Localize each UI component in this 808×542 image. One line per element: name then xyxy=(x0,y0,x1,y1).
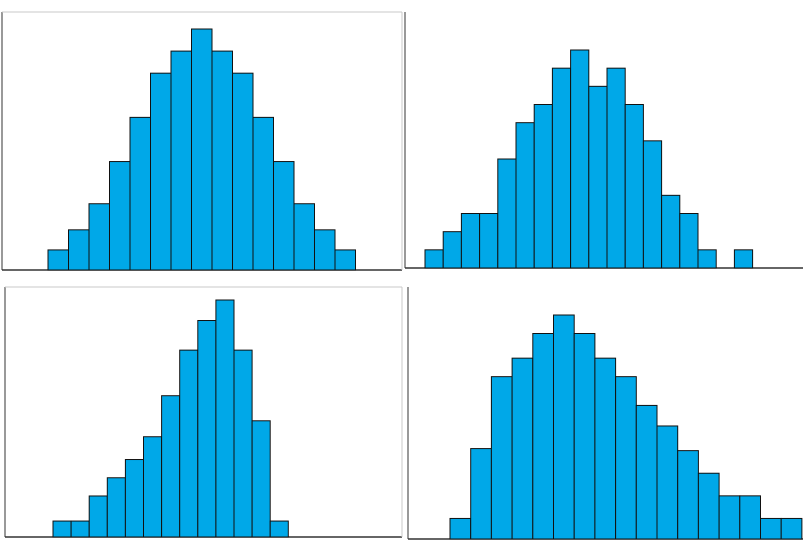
histogram-bar xyxy=(442,231,462,269)
histogram-bar xyxy=(490,376,513,540)
histogram-bar xyxy=(615,376,637,540)
histogram-panel-3 xyxy=(4,286,403,538)
histogram-bar xyxy=(470,448,492,540)
histogram-bar xyxy=(739,495,761,540)
histogram-bar xyxy=(679,213,699,269)
histogram-bar xyxy=(70,520,90,538)
histogram-bar xyxy=(179,349,199,538)
histogram-bar xyxy=(780,517,803,540)
histogram-bar xyxy=(533,104,553,269)
histogram-bar xyxy=(52,520,72,538)
histogram-bar xyxy=(460,213,481,269)
histogram-bar xyxy=(479,213,499,269)
histogram-bar xyxy=(129,116,151,271)
histogram-bar xyxy=(124,459,145,538)
histogram-bar xyxy=(334,249,356,271)
histogram-bar xyxy=(170,50,192,271)
histogram-bar xyxy=(733,249,754,269)
histogram-bar xyxy=(424,249,444,269)
histogram-bar xyxy=(635,404,658,540)
histogram-bar xyxy=(293,203,315,271)
histogram-bar xyxy=(47,249,69,271)
histogram-panel-4 xyxy=(407,287,803,540)
histogram-bar xyxy=(251,420,271,538)
histogram-bar xyxy=(594,357,617,540)
histogram-bar xyxy=(515,122,535,269)
histogram-bar xyxy=(697,472,720,540)
histogram-bar xyxy=(760,517,782,540)
histogram-bar xyxy=(197,320,217,538)
histogram-bar xyxy=(697,249,717,269)
histogram-bar xyxy=(606,67,626,269)
histogram-bar xyxy=(642,140,663,269)
histogram-bar xyxy=(88,495,108,538)
histogram-bar xyxy=(161,395,181,538)
histogram-bar xyxy=(570,49,590,269)
histogram-bar xyxy=(191,28,213,271)
histogram-bar xyxy=(252,116,274,271)
histogram-bar xyxy=(232,72,254,271)
histogram-bar xyxy=(661,194,681,269)
histogram-bar xyxy=(273,161,295,271)
histogram-bar xyxy=(588,85,608,269)
histogram-bar xyxy=(677,450,699,540)
histogram-bar xyxy=(150,72,172,271)
histogram-bar xyxy=(215,299,235,538)
histogram-bar xyxy=(269,520,289,538)
histogram-bar xyxy=(106,477,126,538)
histogram-bar xyxy=(553,314,575,540)
histogram-bar xyxy=(233,349,253,538)
histogram-bar xyxy=(573,333,596,540)
histogram-bar xyxy=(497,158,517,269)
histogram-bar xyxy=(532,333,554,540)
histogram-bar xyxy=(314,229,336,271)
histogram-bar xyxy=(449,517,472,540)
histogram-bar xyxy=(109,161,131,271)
histogram-bar xyxy=(143,436,163,538)
histogram-bar xyxy=(88,203,110,271)
histogram-bar xyxy=(68,229,90,271)
histogram-panel-1 xyxy=(1,11,403,271)
histogram-bar xyxy=(211,50,233,271)
histogram-bar xyxy=(718,495,741,540)
histogram-bar xyxy=(624,104,644,269)
histogram-panel-2 xyxy=(404,12,803,269)
histogram-bar xyxy=(511,357,534,540)
histogram-bar xyxy=(656,425,679,540)
histogram-bar xyxy=(551,67,572,269)
